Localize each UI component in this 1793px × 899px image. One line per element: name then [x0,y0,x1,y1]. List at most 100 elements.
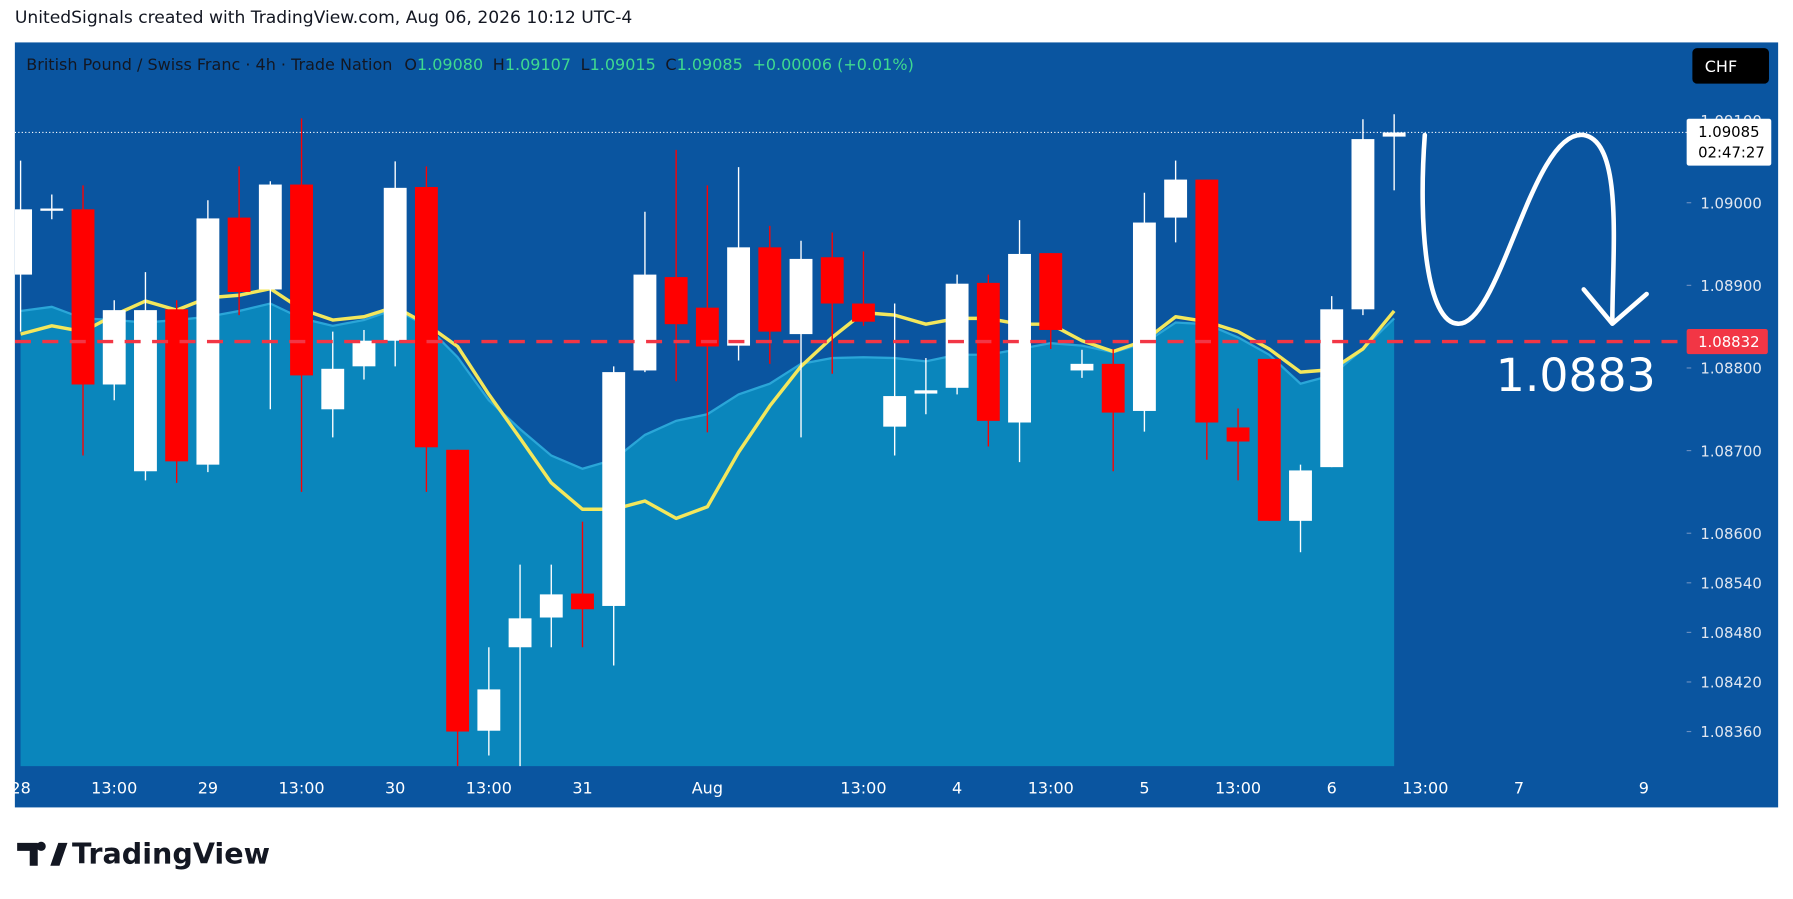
candle-body [383,187,407,341]
ema-line [20,286,1396,521]
candle-body [71,209,95,385]
legend: British Pound / Swiss Franc · 4h · Trade… [26,55,914,74]
logo-icon [17,841,68,866]
candle-body [477,689,501,731]
x-tick-label: 13:00 [1215,779,1261,798]
x-tick-label: 7 [1514,779,1524,798]
open-label: O [404,55,417,74]
x-tick-label: 6 [1327,779,1337,798]
candle-body [789,258,813,335]
logo: TradingView [17,836,270,870]
candle-body [414,187,438,448]
candle-body [1101,363,1125,413]
currency-button[interactable] [1692,48,1769,84]
x-tick-label: 9 [1639,779,1649,798]
high-value: 1.09107 [505,55,571,74]
change-value: +0.00006 (+0.01%) [752,55,913,74]
y-tick-label: 1.09000 [1700,194,1761,212]
candle-body [633,274,657,371]
arrow-head [1581,287,1649,327]
candle-body [1289,470,1312,521]
candle-body [352,340,376,367]
y-tick-label: 1.08480 [1700,624,1761,642]
last-price-box [1686,118,1772,166]
close-label: C [665,55,676,74]
currency-label: CHF [1705,57,1737,76]
y-tick-label: 1.08900 [1700,277,1761,295]
low-label: L [581,55,590,74]
candle-body [508,618,532,648]
hline-label-box [1686,328,1768,355]
candle-body [290,184,313,376]
candle-body [820,257,844,304]
candle-body [1226,427,1250,442]
x-tick-label: 13:00 [466,779,512,798]
candle-body [945,283,969,388]
brand: TradingView [72,836,270,870]
x-tick-label: 4 [952,779,962,798]
candle-body [758,247,782,332]
x-tick-label: 13:00 [840,779,886,798]
candle-body [539,594,563,618]
x-tick-label: 13:00 [278,779,324,798]
last-price-label: 1.09085 [1698,123,1759,141]
x-tick-label: 5 [1139,779,1149,798]
high-label: H [493,55,505,74]
x-tick-label: Aug [692,779,723,798]
drawn-arrow [1420,132,1617,327]
candle-body [695,307,719,347]
plot-area [14,114,1687,767]
countdown: 02:47:27 [1698,144,1765,162]
candle-body [1039,253,1063,330]
x-tick-label: 30 [385,779,405,798]
candle-body [1382,132,1406,137]
candle-body [40,208,64,211]
y-tick-label: 1.08540 [1700,575,1761,593]
y-tick-label: 1.08700 [1700,442,1761,460]
candle-body [321,368,345,410]
candle-body [1070,363,1094,371]
x-tick-label: 31 [572,779,592,798]
x-tick-label: 13:00 [1402,779,1448,798]
candle-body [1351,139,1375,310]
candle-body [258,184,282,290]
annotation: 1.0883 [1496,349,1656,402]
x-tick-label: 28 [10,779,30,798]
x-tick-label: 29 [198,779,218,798]
y-tick-label: 1.08600 [1700,525,1761,543]
candle-body [602,372,626,606]
candle-body [446,449,470,732]
candle-body [1257,358,1281,521]
y-tick-label: 1.08360 [1700,723,1761,741]
candle-body [883,396,907,427]
overlay: 28 13:00 29 13:00 30 13:00 31 Aug 13:00 4 13:00 5 13… [10,112,1772,798]
area [20,303,1395,767]
y-tick-label: 1.08800 [1700,360,1761,378]
candle-body [571,593,594,610]
header: UnitedSignals created with TradingView.c… [15,8,632,28]
candle-body [914,390,938,394]
open-value: 1.09080 [417,55,483,74]
candle-body [1164,179,1188,218]
candle-body [1008,253,1031,423]
hline-label: 1.08832 [1698,333,1759,351]
candle-body [227,217,251,292]
candle-body [852,303,875,322]
candle-body [134,310,157,472]
close-value: 1.09085 [677,55,743,74]
x-tick-label: 13:00 [91,779,137,798]
candle-body [1320,309,1344,468]
candle-body [165,309,189,462]
candle-body [1195,179,1219,423]
candle-body [664,277,688,325]
candle-body [727,247,751,346]
candle-body [14,209,33,275]
y-tick-label: 1.08420 [1700,674,1761,692]
candle-body [976,282,1000,421]
candle-body [102,310,126,385]
candle-body [1132,222,1156,411]
x-tick-label: 13:00 [1028,779,1074,798]
low-value: 1.09015 [590,55,656,74]
symbol-title: British Pound / Swiss Franc · 4h · Trade… [26,55,392,74]
